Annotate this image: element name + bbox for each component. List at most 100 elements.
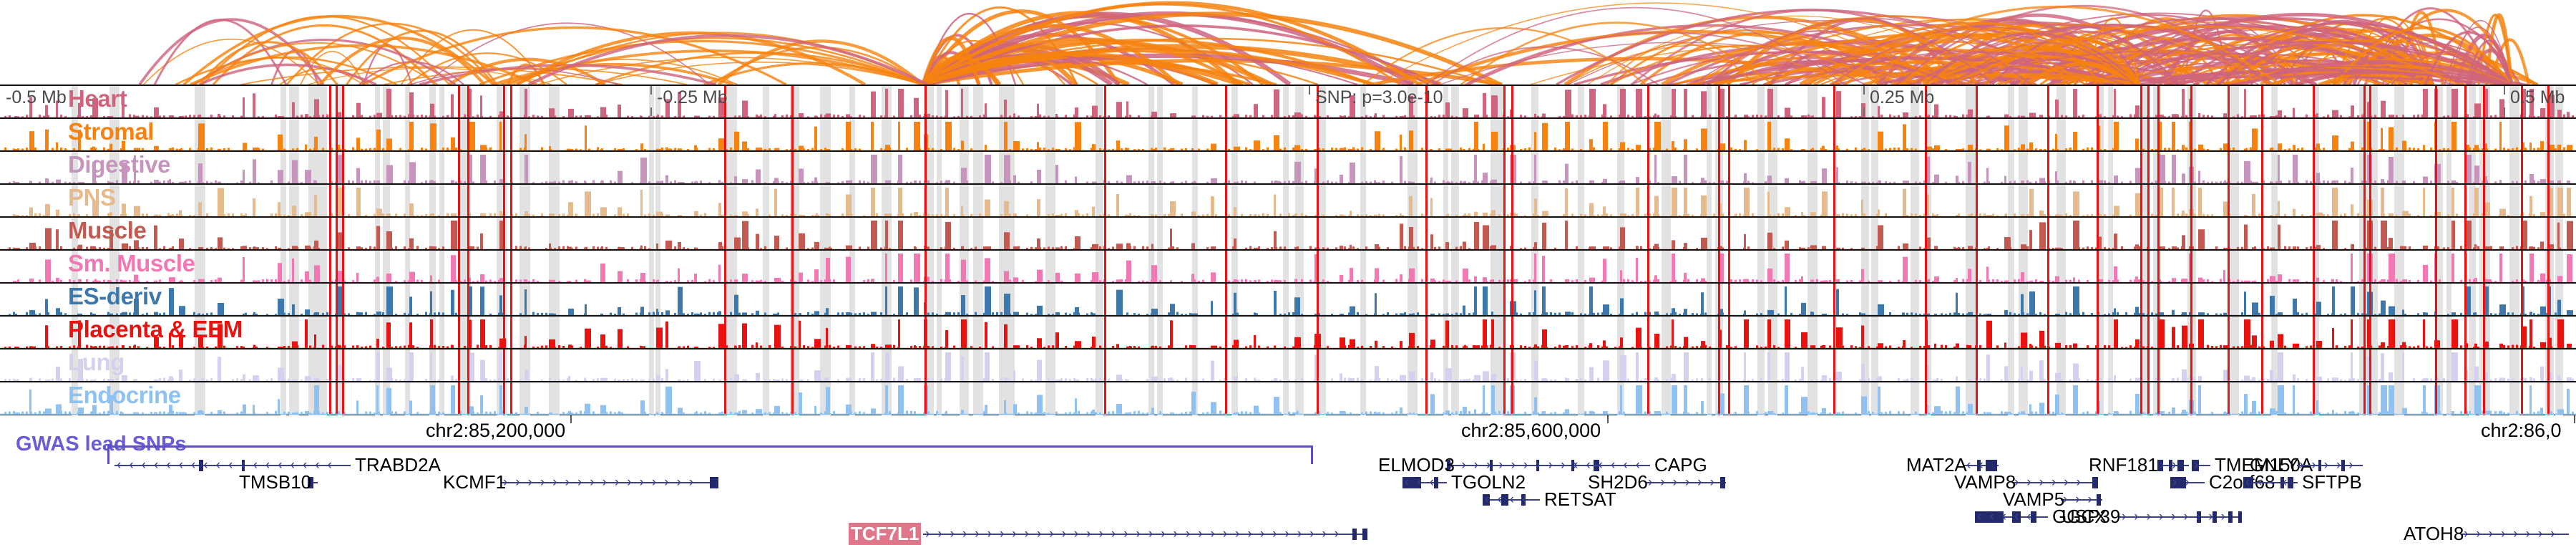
coordinate-tickmark — [570, 415, 572, 423]
gene-sftpb[interactable]: ‹‹‹‹ SFTPB — [0, 471, 2576, 493]
gene-exon — [1402, 477, 1421, 488]
gene-label[interactable]: TMEM150A — [2215, 454, 2313, 476]
gene-body-line — [2170, 482, 2205, 483]
signal-track-stromal[interactable]: Stromal — [0, 119, 2576, 152]
signal-track-digestive[interactable]: Digestive — [0, 152, 2576, 185]
gene-strand-arrows: ›› — [2172, 475, 2197, 490]
gene-exon — [2341, 460, 2345, 471]
gene-label[interactable]: USP39 — [2062, 506, 2121, 527]
gene-body-line — [2119, 516, 2241, 518]
gene-vamp8[interactable]: ›››››› VAMP8 — [0, 471, 2576, 493]
gene-capg[interactable]: ‹‹‹‹‹‹ CAPG — [0, 454, 2576, 476]
signal-track-lung[interactable]: Lung — [0, 349, 2576, 382]
gene-label[interactable]: TMSB10 — [239, 471, 312, 493]
gene-rnf181[interactable]: ›› RNF181 — [0, 454, 2576, 476]
gene-vamp5[interactable]: ››› VAMP5 — [0, 488, 2576, 510]
signal-track-placenta-eem[interactable]: Placenta & EEM — [0, 317, 2576, 349]
gene-exon — [2031, 511, 2036, 523]
gene-annotation-track: ‹‹‹‹‹‹‹‹‹‹‹‹‹‹‹‹‹‹ TRABD2A ››››››››››› ELMO… — [0, 454, 2576, 545]
gene-elmod3[interactable]: ››››››››››› ELMOD3 — [0, 454, 2576, 476]
gene-exon — [1521, 494, 1526, 506]
gene-label[interactable]: MAT2A — [1906, 454, 1967, 476]
gene-exon — [2092, 477, 2098, 488]
gwas-lead-snps-label: GWAS lead SNPs — [16, 433, 187, 455]
gene-exon — [1501, 494, 1508, 506]
gene-label[interactable]: ELMOD3 — [1378, 454, 1455, 476]
gene-label[interactable]: ATOH8 — [2404, 523, 2464, 544]
gene-strand-arrows: ‹‹ — [1966, 458, 1991, 473]
gene-exon — [1352, 529, 1357, 540]
gene-strand-arrows: ‹‹‹ — [1405, 475, 1442, 490]
signal-track-pns[interactable]: PNS — [0, 185, 2576, 218]
signal-track-sm-muscle[interactable]: Sm. Muscle — [0, 251, 2576, 284]
gene-body-line — [1483, 499, 1540, 501]
gene-label[interactable]: GGCX — [2052, 506, 2107, 527]
gene-label[interactable]: SFTPB — [2302, 471, 2362, 493]
gene-exon — [1977, 460, 1981, 471]
gene-tmsb10[interactable]: TMSB10 — [0, 471, 2576, 493]
gene-retsat[interactable]: ‹‹‹‹ RETSAT — [0, 488, 2576, 510]
gene-exon — [2212, 511, 2217, 523]
gene-sh2d6[interactable]: ›››››› SH2D6 — [0, 471, 2576, 493]
gene-body-line — [1571, 465, 1650, 466]
mb-tickmark — [650, 86, 652, 95]
gene-label[interactable]: VAMP5 — [2003, 488, 2065, 510]
gene-tmem150a[interactable]: › TMEM150A — [0, 454, 2576, 476]
gene-exon — [2238, 511, 2242, 523]
gene-label[interactable]: KCMF1 — [443, 471, 507, 493]
gene-label[interactable]: RNF181 — [2089, 454, 2158, 476]
gene-body-line — [2462, 534, 2569, 535]
gene-label[interactable]: RETSAT — [1544, 488, 1616, 510]
gene-label[interactable]: TGOLN2 — [1451, 471, 1526, 493]
gene-label[interactable]: CAPG — [1654, 454, 1707, 476]
snp-pvalue-annotation: SNP: p=3.0e-10 — [1315, 87, 1443, 107]
mb-tickmark — [2504, 86, 2505, 95]
gene-body-line — [1447, 465, 1601, 466]
gene-label[interactable]: GNLY — [2250, 454, 2299, 476]
gene-body-line — [2061, 499, 2102, 501]
mb-tickmark — [1863, 86, 1865, 95]
gene-label[interactable]: VAMP8 — [1954, 471, 2016, 493]
gene-ggcx[interactable]: ‹‹‹‹‹ GGCX — [0, 506, 2576, 527]
gene-strand-arrows: ›››››››› — [2464, 526, 2563, 541]
signal-track-es-deriv[interactable]: ES-deriv — [0, 284, 2576, 317]
gene-strand-arrows: ‹‹‹‹‹ — [1977, 509, 2039, 524]
gene-body-line — [2243, 482, 2298, 483]
gene-strand-arrows: ›››››› — [2014, 475, 2089, 490]
gene-label[interactable]: TRABD2A — [355, 454, 441, 476]
signal-track-heart[interactable]: Heart — [0, 86, 2576, 119]
gene-strand-arrows: ‹‹‹‹ — [1485, 492, 1535, 507]
gene-trabd2a[interactable]: ‹‹‹‹‹‹‹‹‹‹‹‹‹‹‹‹‹‹ TRABD2A — [0, 454, 2576, 476]
gene-exon — [2097, 494, 2101, 506]
signal-track-muscle[interactable]: Muscle — [0, 218, 2576, 251]
gene-exon — [1447, 460, 1450, 471]
gene-exon — [199, 460, 203, 471]
gene-exon — [2288, 477, 2293, 488]
gene-body-line — [1975, 516, 2048, 518]
gene-body-line — [2192, 465, 2210, 466]
mb-tickmark — [650, 107, 652, 116]
gene-gnly[interactable]: ››››› GNLY — [0, 454, 2576, 476]
gene-strand-arrows: ‹‹‹‹ — [2245, 475, 2296, 490]
gene-strand-arrows: ››››››››› — [2122, 509, 2233, 524]
gene-body-line — [1964, 465, 1999, 466]
gene-kcmf1[interactable]: ›››››››››››››››› KCMF1 — [0, 471, 2576, 493]
gene-label[interactable]: SH2D6 — [1588, 471, 1648, 493]
gene-usp39[interactable]: ››››››››› USP39 — [0, 506, 2576, 527]
gene-body-line — [2157, 465, 2189, 466]
gene-exon — [2228, 511, 2233, 523]
gene-exon — [710, 477, 718, 488]
gene-exon — [1536, 460, 1539, 471]
gene-exon — [2197, 511, 2201, 523]
gene-body-line — [2297, 465, 2363, 466]
gene-body-line — [1402, 482, 1447, 483]
signal-track-endocrine[interactable]: Endocrine — [0, 382, 2576, 415]
gene-atoh8[interactable]: ›››››››› ATOH8 — [0, 523, 2576, 544]
gene-strand-arrows: ›››››› — [1648, 475, 1722, 490]
gene-tgoln2[interactable]: ‹‹‹ TGOLN2 — [0, 471, 2576, 493]
gene-exon — [1483, 494, 1490, 506]
mb-tick-label: -0.25 Mb — [657, 87, 728, 107]
gene-exon — [1362, 529, 1367, 540]
gene-mat2a[interactable]: ‹‹ MAT2A — [0, 454, 2576, 476]
